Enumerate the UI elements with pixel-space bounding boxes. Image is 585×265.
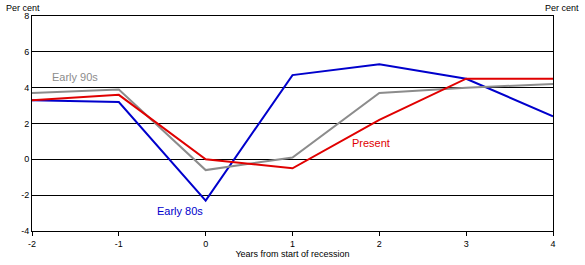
svg-text:2: 2 bbox=[24, 119, 29, 129]
svg-text:0: 0 bbox=[24, 154, 29, 164]
svg-text:4: 4 bbox=[550, 239, 555, 249]
svg-text:0: 0 bbox=[203, 239, 208, 249]
svg-text:-2: -2 bbox=[28, 239, 36, 249]
svg-text:Early 80s: Early 80s bbox=[157, 205, 203, 217]
svg-text:3: 3 bbox=[464, 239, 469, 249]
svg-text:-4: -4 bbox=[21, 226, 29, 236]
svg-text:-2: -2 bbox=[21, 190, 29, 200]
svg-text:Per cent: Per cent bbox=[6, 3, 40, 13]
svg-text:Years from start of recession: Years from start of recession bbox=[235, 249, 349, 259]
svg-text:Per cent: Per cent bbox=[545, 3, 579, 13]
svg-text:2: 2 bbox=[377, 239, 382, 249]
svg-text:Present: Present bbox=[352, 137, 390, 149]
svg-text:8: 8 bbox=[24, 11, 29, 21]
svg-text:4: 4 bbox=[24, 83, 29, 93]
svg-text:Early 90s: Early 90s bbox=[52, 71, 98, 83]
svg-text:6: 6 bbox=[24, 47, 29, 57]
svg-text:1: 1 bbox=[290, 239, 295, 249]
svg-text:-1: -1 bbox=[115, 239, 123, 249]
